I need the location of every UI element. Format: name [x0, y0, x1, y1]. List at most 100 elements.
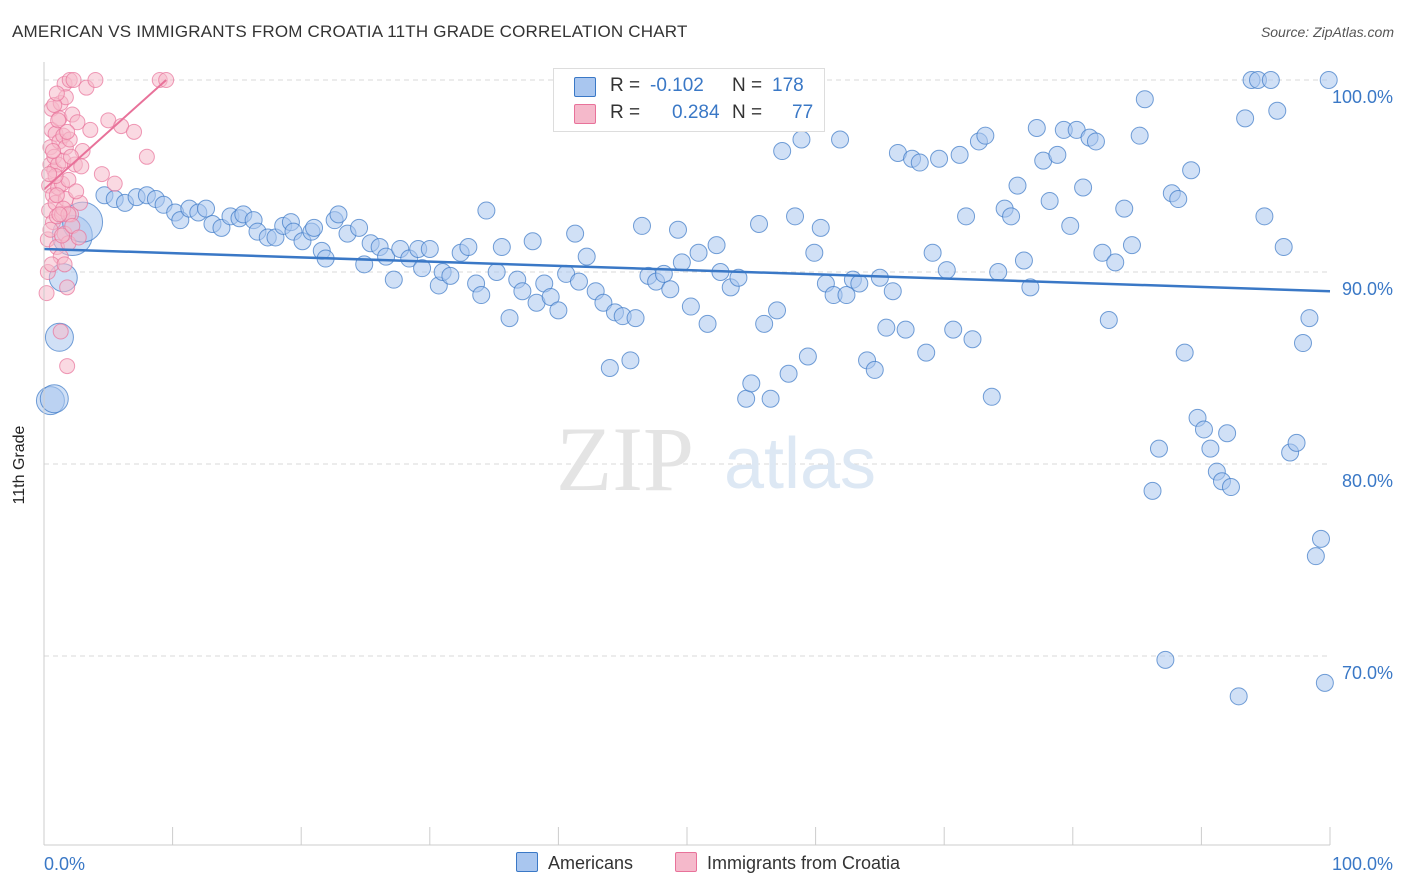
americans-point [1287, 433, 1306, 452]
americans-point [1086, 132, 1105, 151]
bottom-legend-americans: Americans [516, 852, 633, 874]
americans-point [681, 297, 700, 316]
y-tick-label: 80.0% [1342, 471, 1393, 491]
americans-point [1002, 207, 1021, 226]
americans-point [877, 318, 896, 337]
bottom-legend-swatch-blue [516, 852, 538, 872]
croatia-point [54, 227, 71, 244]
americans-point [1014, 251, 1033, 270]
americans-point [1293, 334, 1312, 353]
chart-title: AMERICAN VS IMMIGRANTS FROM CROATIA 11TH… [12, 22, 688, 41]
americans-point [566, 224, 585, 243]
bottom-legend-swatch-pink [675, 852, 697, 872]
americans-point [1201, 439, 1220, 458]
stats-legend: R = -0.102 N = 178 R = 0.284 N = 77 [553, 68, 825, 132]
americans-point [384, 270, 403, 289]
legend-r-label: R = [610, 102, 641, 123]
croatia-point [65, 72, 82, 88]
americans-point [1315, 673, 1334, 692]
legend-swatch-blue [574, 77, 596, 97]
americans-point [896, 320, 915, 339]
americans-points [35, 71, 1338, 706]
americans-point [1236, 109, 1255, 128]
americans-point [413, 259, 432, 278]
americans-point [672, 253, 691, 272]
americans-point [850, 274, 869, 293]
watermark-atlas: atlas [724, 424, 876, 504]
bottom-legend-label: Americans [548, 853, 634, 873]
legend-r-value: -0.102 [650, 75, 704, 96]
americans-point [689, 243, 708, 262]
source-label: Source: ZipAtlas.com [1260, 24, 1394, 40]
americans-point [1311, 529, 1330, 548]
americans-point [910, 153, 929, 172]
americans-point [729, 268, 748, 287]
americans-point [1021, 278, 1040, 297]
americans-point [1268, 101, 1287, 120]
americans-point [632, 216, 651, 235]
americans-point [1122, 236, 1141, 255]
americans-point [963, 330, 982, 349]
americans-point [420, 239, 439, 258]
americans-point [329, 205, 348, 224]
americans-point [1130, 126, 1149, 145]
y-tick-label: 100.0% [1332, 87, 1393, 107]
americans-point [477, 201, 496, 220]
croatia-point [38, 285, 55, 302]
americans-point [957, 207, 976, 226]
americans-point [1169, 190, 1188, 209]
americans-point [441, 266, 460, 285]
croatia-point [82, 121, 99, 138]
americans-point [39, 384, 69, 414]
americans-point [982, 387, 1001, 406]
americans-point [698, 314, 717, 333]
americans-point [1218, 424, 1237, 443]
americans-point [883, 282, 902, 301]
americans-point [1115, 199, 1134, 218]
americans-point [305, 218, 324, 237]
croatia-point [93, 166, 110, 183]
croatia-point [126, 123, 143, 140]
trend-lines [43, 79, 1331, 293]
croatia-point [106, 175, 123, 192]
americans-point [1221, 478, 1240, 497]
americans-point [944, 320, 963, 339]
x-tick-label-max: 100.0% [1332, 854, 1393, 874]
croatia-trend-line [43, 79, 167, 191]
americans-point [1093, 243, 1112, 262]
croatia-point [69, 114, 86, 131]
tick-labels: 100.0% 90.0% 80.0% 70.0% 0.0% 100.0% [44, 87, 1393, 874]
americans-point [923, 243, 942, 262]
americans-point [1008, 176, 1027, 195]
legend-n-value: 178 [772, 75, 804, 96]
americans-point [523, 232, 542, 251]
legend-r-value: 0.284 [672, 102, 720, 123]
americans-point [865, 360, 884, 379]
americans-point [831, 130, 850, 149]
legend-swatch-pink [574, 104, 596, 124]
americans-point [472, 286, 491, 305]
croatia-point [41, 166, 58, 183]
watermark-zip: ZIP [556, 408, 694, 510]
croatia-point [59, 358, 76, 375]
americans-point [1135, 90, 1154, 109]
americans-point [1061, 216, 1080, 235]
croatia-point [59, 279, 76, 296]
croatia-point [73, 158, 90, 175]
americans-point [768, 301, 787, 320]
legend-r-label: R = [610, 75, 641, 96]
americans-point [798, 347, 817, 366]
croatia-point [70, 229, 87, 246]
americans-point [773, 142, 792, 161]
americans-point [1306, 547, 1325, 566]
americans-point [761, 389, 780, 408]
americans-point [1274, 238, 1293, 257]
axes [43, 62, 1331, 846]
americans-point [742, 374, 761, 393]
americans-point [1027, 119, 1046, 137]
x-tick-label-min: 0.0% [44, 854, 85, 874]
croatia-point [138, 148, 155, 165]
legend-n-value: 77 [792, 102, 814, 123]
americans-point [989, 263, 1008, 281]
americans-point [917, 343, 936, 362]
